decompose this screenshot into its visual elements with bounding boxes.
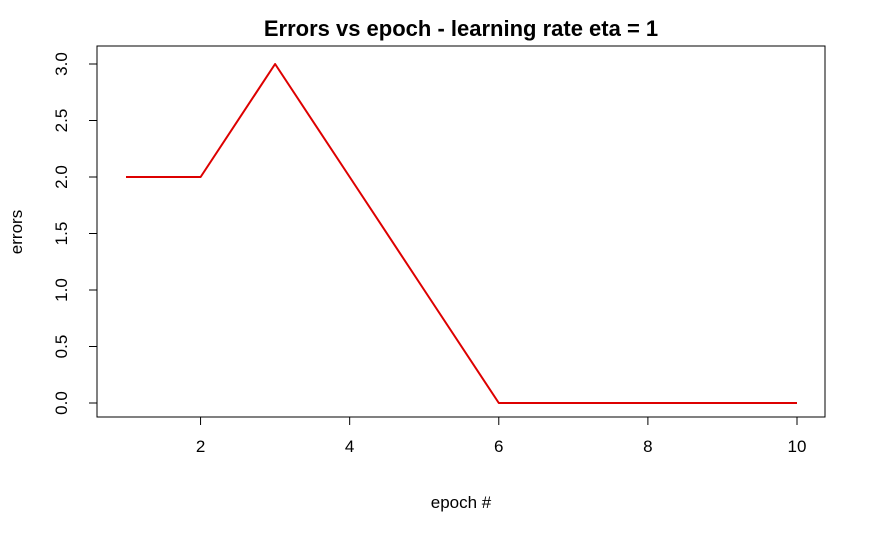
y-tick-label: 0.0 <box>52 391 71 415</box>
y-axis: 0.0 0.5 1.0 1.5 2.0 2.5 3.0 <box>52 52 98 415</box>
y-tick-label: 2.5 <box>52 109 71 133</box>
x-tick-label: 8 <box>643 437 652 456</box>
series-layer <box>126 63 797 404</box>
x-axis: 2 4 6 8 10 <box>196 416 807 456</box>
chart-title: Errors vs epoch - learning rate eta = 1 <box>264 16 658 41</box>
y-tick-label: 3.0 <box>52 52 71 76</box>
y-axis-title: errors <box>7 210 26 254</box>
y-tick-label: 1.5 <box>52 222 71 246</box>
x-tick-label: 6 <box>494 437 503 456</box>
x-tick-label: 10 <box>788 437 807 456</box>
x-tick-label: 4 <box>345 437 354 456</box>
x-tick-label: 2 <box>196 437 205 456</box>
x-axis-title: epoch # <box>431 493 492 512</box>
y-tick-label: 2.0 <box>52 165 71 189</box>
series-line <box>126 63 797 404</box>
y-tick-label: 1.0 <box>52 278 71 302</box>
plot-frame <box>96 45 826 418</box>
y-tick-label: 0.5 <box>52 335 71 359</box>
